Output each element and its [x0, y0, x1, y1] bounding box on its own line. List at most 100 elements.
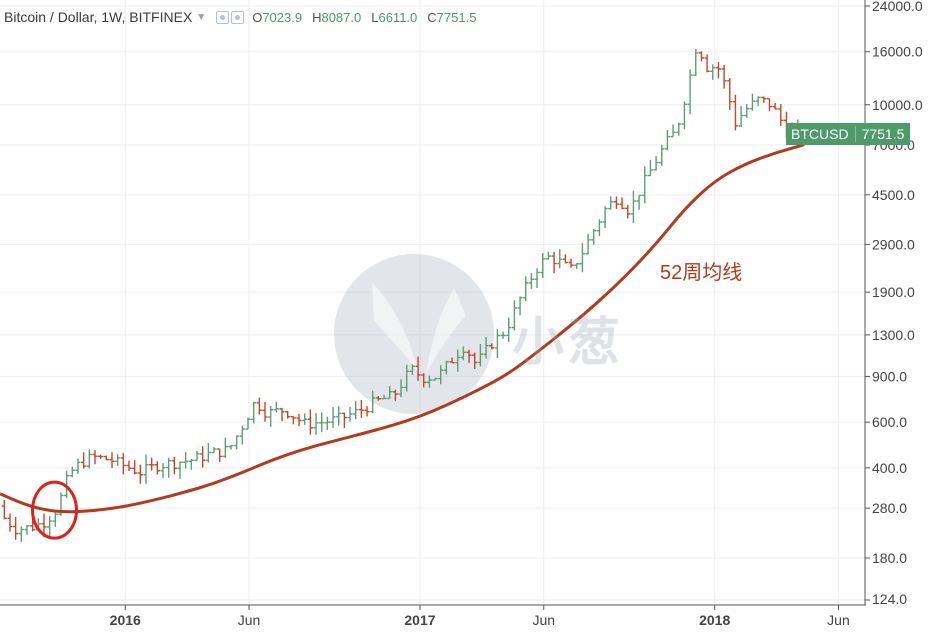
x-tick-label: 2016	[110, 612, 141, 628]
grid-lines	[0, 0, 865, 605]
candle	[619, 197, 625, 210]
candle	[489, 343, 495, 350]
y-tick-label: 4500.0	[872, 187, 915, 203]
candle	[160, 463, 166, 478]
candle	[347, 406, 353, 422]
candle	[239, 425, 245, 445]
candle	[290, 416, 296, 425]
candle	[738, 106, 744, 127]
candle	[398, 379, 404, 398]
candle	[432, 377, 438, 381]
candle	[653, 155, 659, 171]
candle	[251, 401, 257, 424]
candle	[370, 390, 376, 414]
candle	[551, 251, 557, 274]
candle	[704, 54, 710, 73]
candle	[103, 455, 109, 461]
eye-icon[interactable]	[216, 10, 230, 24]
candle	[120, 453, 126, 475]
x-axis-panel	[0, 605, 929, 632]
candle	[693, 48, 699, 76]
y-tick-label: 10000.0	[872, 97, 923, 113]
ohlc-readout: O7023.9 H8087.0 L6611.0 C7751.5	[252, 10, 486, 25]
candle	[358, 400, 364, 418]
candle	[664, 130, 671, 151]
candle	[137, 464, 143, 484]
candle	[404, 364, 410, 392]
candle	[630, 190, 637, 224]
candle	[194, 451, 200, 462]
price-tag: BTCUSD 7751.5	[786, 123, 911, 145]
price-tag-value: 7751.5	[854, 126, 911, 142]
candle	[596, 219, 603, 237]
candle	[211, 447, 217, 454]
candle	[86, 449, 92, 469]
chart-header: Bitcoin / Dollar, 1W, BITFINEX ▼ O7023.9…	[4, 8, 486, 26]
candle	[330, 406, 336, 428]
candle	[647, 160, 654, 177]
x-axis: 2016 Jun 2017 Jun 2018 Jun	[110, 605, 850, 628]
candle	[154, 461, 160, 475]
candle	[217, 448, 223, 462]
candle	[149, 457, 155, 471]
candle	[585, 233, 591, 255]
y-tick-label: 16000.0	[872, 44, 923, 60]
candle	[568, 258, 574, 268]
candle	[755, 96, 761, 106]
y-axis-panel	[865, 0, 929, 605]
y-tick-label: 180.0	[872, 550, 907, 566]
watermark-logo	[334, 254, 494, 414]
x-tick-label: Jun	[827, 612, 850, 628]
y-tick-label: 280.0	[872, 500, 907, 516]
candle	[375, 396, 381, 401]
candle	[126, 460, 132, 472]
candle	[511, 300, 517, 331]
candle	[715, 62, 722, 79]
candle	[387, 386, 393, 400]
close-label: C	[427, 9, 437, 25]
candle	[302, 413, 308, 425]
candle	[772, 103, 778, 110]
candle	[421, 373, 427, 388]
candle	[449, 357, 455, 364]
candle	[47, 516, 53, 538]
candle	[222, 437, 228, 458]
candle	[228, 444, 234, 450]
candle	[143, 454, 149, 484]
candle	[245, 417, 251, 430]
candle	[443, 360, 449, 375]
y-tick-label: 900.0	[872, 368, 907, 384]
candle	[171, 456, 177, 475]
chevron-down-icon[interactable]: ▼	[196, 11, 207, 23]
symbol-title[interactable]: Bitcoin / Dollar, 1W, BITFINEX	[4, 9, 193, 25]
candle	[166, 457, 172, 478]
candle	[744, 104, 750, 118]
candle	[313, 413, 319, 435]
candle	[81, 452, 87, 469]
candle	[296, 413, 302, 427]
candle	[698, 51, 705, 62]
candle	[132, 460, 138, 475]
candle	[455, 349, 461, 372]
candle	[749, 93, 756, 111]
high-value: 8087.0	[321, 9, 362, 25]
candle	[24, 524, 30, 535]
x-tick-label: 2018	[699, 612, 730, 628]
price-tag-ticker: BTCUSD	[791, 126, 849, 142]
ma-label: 52周均线	[660, 262, 743, 284]
candle	[710, 64, 716, 80]
settings-icon[interactable]	[231, 10, 245, 24]
candle	[279, 407, 285, 422]
ma-52-week-line	[0, 143, 805, 514]
candle	[200, 446, 206, 468]
candle	[727, 78, 733, 110]
candle	[732, 94, 739, 131]
candle	[766, 97, 773, 112]
candle	[460, 346, 466, 361]
y-tick-label: 124.0	[872, 591, 907, 607]
candlestick-series	[1, 48, 807, 542]
candle	[472, 352, 478, 370]
open-value: 7023.9	[262, 9, 303, 25]
candle	[540, 253, 546, 278]
